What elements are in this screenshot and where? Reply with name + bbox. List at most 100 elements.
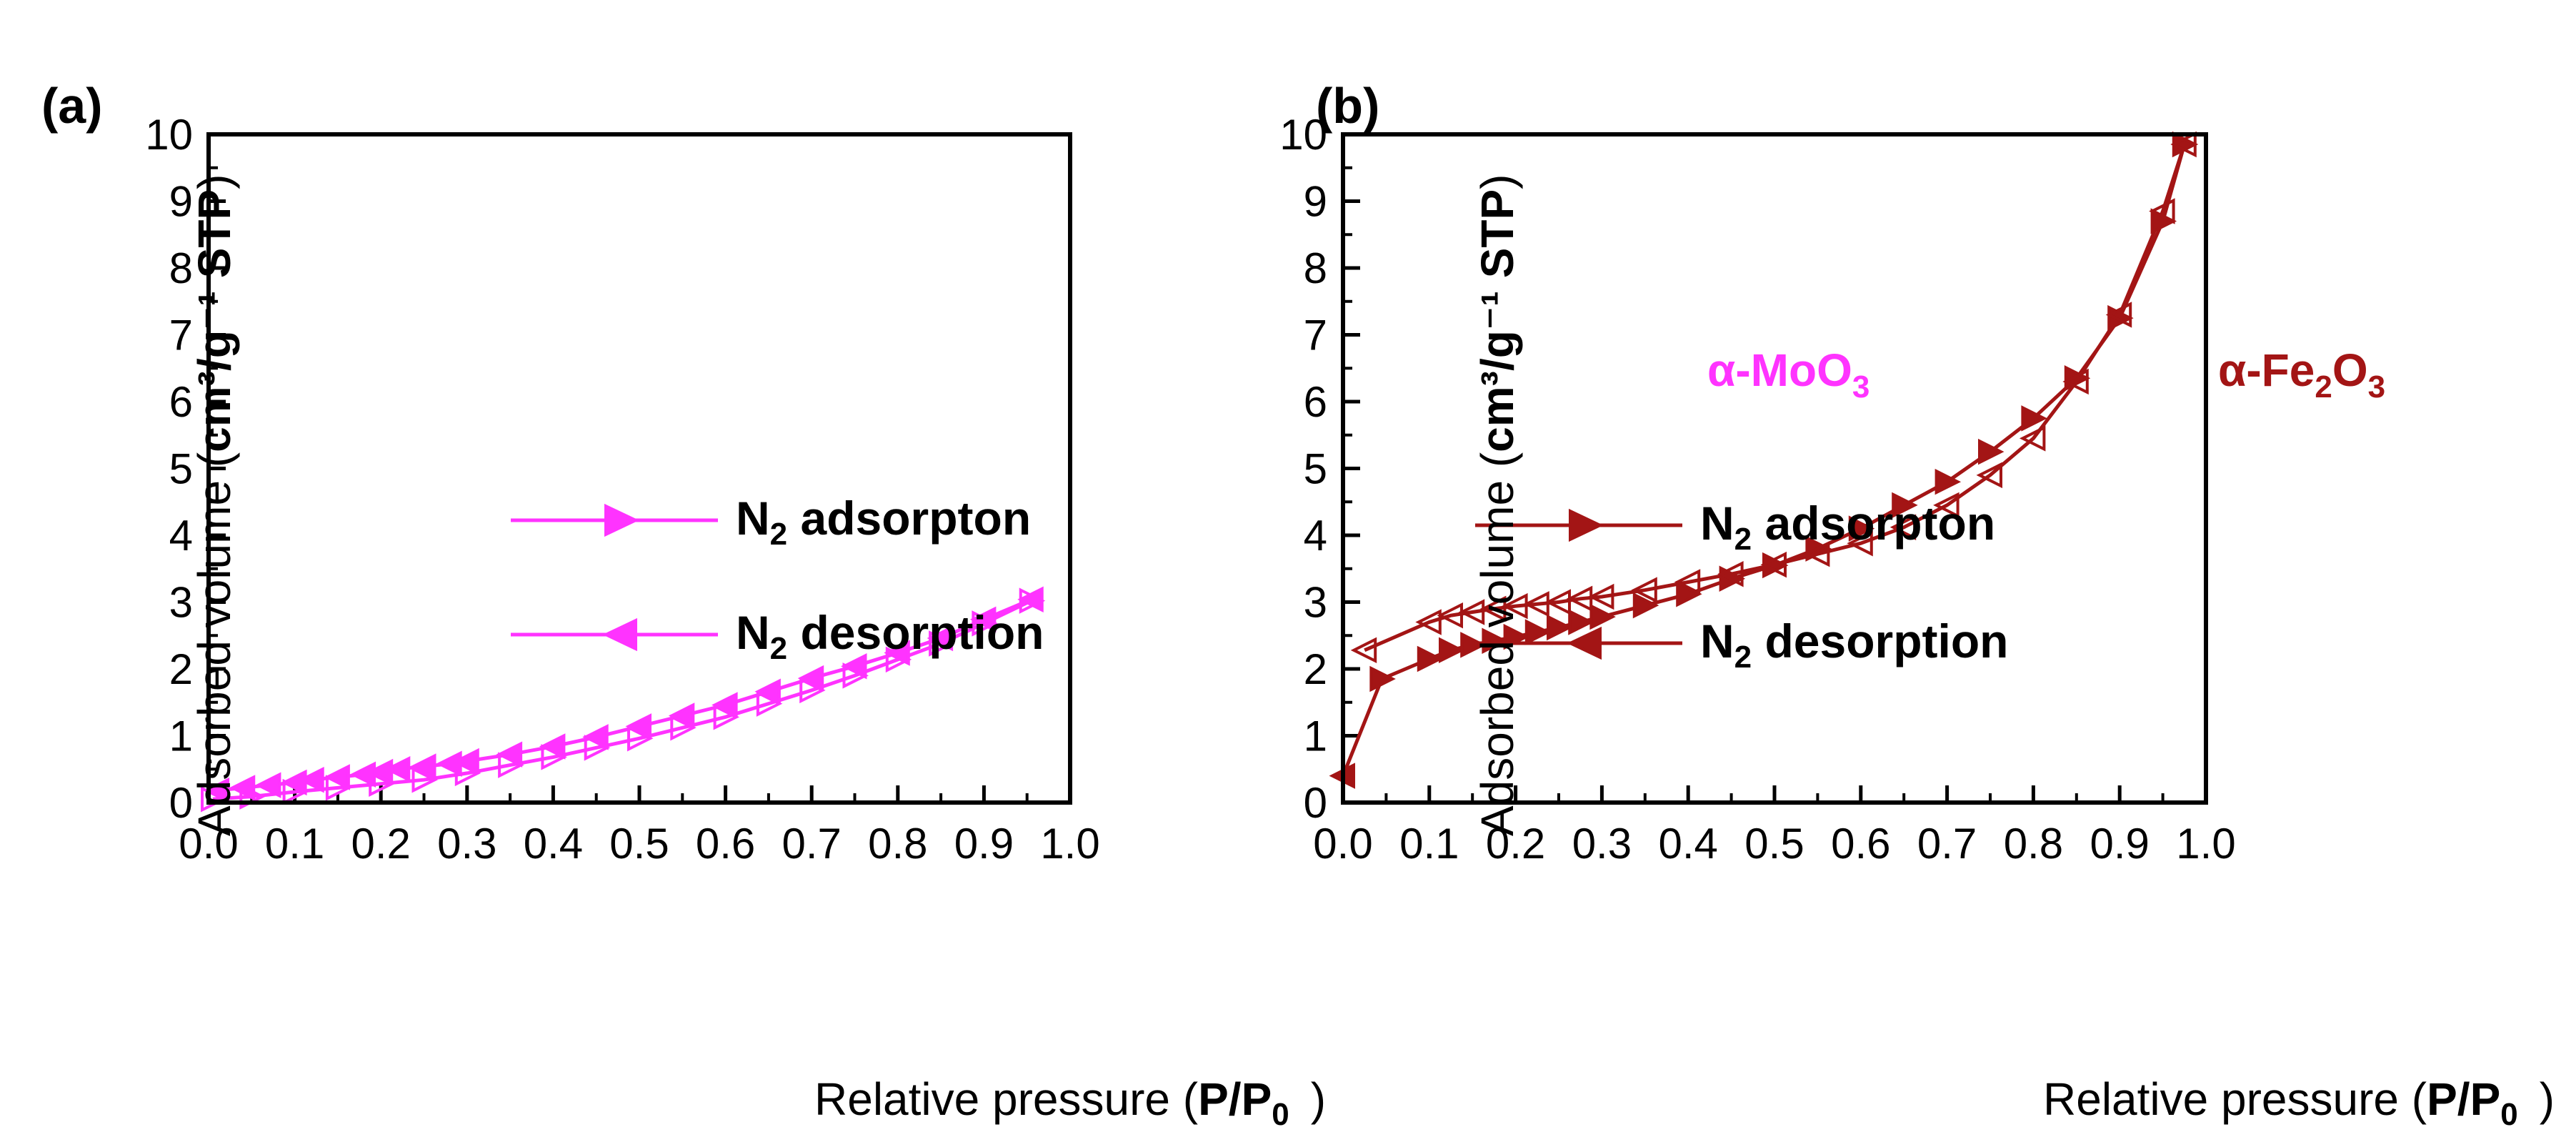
panel-b-y-tick-label: 1 <box>1304 713 1327 760</box>
panel-a-x-tick-label: 0.1 <box>265 820 324 868</box>
panel-b-desorption-point <box>1976 462 2002 489</box>
panel-b-y-tick-label: 0 <box>1304 779 1327 827</box>
panel-b-desorption-point <box>1458 599 1485 625</box>
panel-b-y-tick-label: 5 <box>1304 445 1327 493</box>
panel-a-desorption-point <box>496 741 523 768</box>
panel-a-desorption-point <box>254 772 281 798</box>
panel-b-adsorption-point <box>1439 637 1465 664</box>
panel-a-ticks: 0.0 0.1 0.2 0.3 0.4 0.5 0.6 0.7 0.8 0.9 1.0 0 1 2 3 4 5 6… <box>145 111 1099 868</box>
panel-a-x-axis-label: Relative pressure (P/P0) <box>814 1073 1326 1127</box>
panel-b-y-tick-label: 8 <box>1304 244 1327 292</box>
panel-b-desorption-point <box>1803 540 1830 567</box>
panel-a-desorption-point <box>229 775 256 801</box>
panel-b-desorption-point <box>1760 551 1787 578</box>
panel-a-legend-adsorption-marker <box>604 503 639 537</box>
panel-a-desorption-point <box>668 702 695 729</box>
panel-a-y-tick-label: 3 <box>169 579 193 627</box>
panel-b-x-tick-label: 0.7 <box>1917 820 1977 868</box>
panel-b-legend-desorption-label: N2 desorption <box>1700 615 2008 675</box>
panel-a-desorption-point <box>969 606 997 633</box>
panel-a-y-tick-label: 6 <box>169 378 193 426</box>
panel-a-x-tick-label: 0.7 <box>782 820 841 868</box>
panel-b-adsorption-point <box>1417 645 1444 672</box>
panel-b-x-tick-label: 0.6 <box>1831 820 1890 868</box>
panel-b-adsorption-point <box>1460 632 1487 658</box>
panel-b-y-tick-label: 6 <box>1304 378 1327 426</box>
panel-b-desorption-point <box>1502 592 1528 620</box>
panel-b-x-tick-label: 0.3 <box>1572 820 1632 868</box>
panel-b-sample-label: α-Fe2O3 <box>2218 344 2385 404</box>
panel-a-x-tick-label: 0.8 <box>868 820 927 868</box>
panel-b-axes-box <box>1341 132 2208 805</box>
panel-a-x-tick-label: 0.0 <box>179 820 238 868</box>
panel-b-x-tick-label: 0.5 <box>1744 820 1804 868</box>
panel-b-x-tick-label: 0.2 <box>1486 820 1545 868</box>
panel-b-label: (b) <box>1316 78 1379 134</box>
panel-a-legend-desorption-marker <box>602 617 637 652</box>
panel-a-legend-adsorption: N2 adsorpton <box>511 492 1031 552</box>
panel-b-adsorption-point <box>1547 614 1573 641</box>
panel-a-x-tick-label: 1.0 <box>1040 820 1099 868</box>
panel-a-y-tick-label: 2 <box>169 645 193 693</box>
panel-b-series-adsorption-line <box>1341 144 2187 777</box>
panel-b-adsorption-point <box>1978 438 2005 465</box>
panel-b-desorption-point <box>1415 609 1442 635</box>
panel-a-y-tick-label: 5 <box>169 445 193 493</box>
panel-a-desorption-point <box>349 761 376 788</box>
panel-a-desorption-point <box>203 777 230 804</box>
panel-b-series-lines <box>1341 144 2187 777</box>
panel-a-desorption-point <box>298 766 324 793</box>
panel-a-desorption-point <box>927 625 954 652</box>
panel-a-y-tick-label: 8 <box>169 244 193 292</box>
panel-b-y-tick-label: 3 <box>1304 579 1327 627</box>
panel-b-desorption-point <box>1847 530 1873 557</box>
panel-a-y-axis-label: Adsorbed volume (cm³/g⁻¹ STP) <box>189 174 240 837</box>
panel-b-desorption-point <box>1587 583 1614 610</box>
panel-b-adsorption-point <box>1892 492 1918 519</box>
panel-b-x-tick-label: 0.4 <box>1658 820 1717 868</box>
panel-b-y-tick-label: 9 <box>1304 178 1327 226</box>
panel-b-desorption-point <box>2170 131 2197 158</box>
panel-a-x-tick-label: 0.6 <box>696 820 755 868</box>
panel-b-adsorption-point <box>1524 619 1552 645</box>
panel-a-y-tick-label: 10 <box>145 111 193 159</box>
panel-a-y-tick-label: 7 <box>169 312 193 359</box>
panel-a-y-tick-label: 1 <box>169 713 193 760</box>
panel-b-legend-adsorption-label: N2 adsorpton <box>1700 497 1995 557</box>
panel-b-desorption-point <box>1674 569 1701 595</box>
panel-b-desorption-point <box>1544 589 1571 615</box>
panel-b-x-tick-label: 0.9 <box>2090 820 2149 868</box>
panel-a-x-tick-label: 0.3 <box>437 820 496 868</box>
panel-b-desorption-point <box>1566 585 1593 612</box>
panel-a-legend: N2 adsorpton N2 desorption <box>511 492 1044 666</box>
panel-b-desorption-point <box>1889 514 1917 541</box>
panel-b-x-tick-label: 0.8 <box>2004 820 2063 868</box>
panel-a-legend-desorption-label: N2 desorption <box>736 606 1044 666</box>
panel-a-desorption-point <box>625 713 652 740</box>
panel-a-desorption-point <box>712 692 738 718</box>
panel-a-y-tick-label: 0 <box>169 779 193 827</box>
panel-b-adsorption-point <box>1369 665 1396 692</box>
panel-b-y-tick-label: 2 <box>1304 645 1327 693</box>
panel-a-desorption-point <box>453 748 479 775</box>
panel-b-adsorption-point <box>1848 515 1875 542</box>
panel-a-legend-adsorption-label: N2 adsorpton <box>736 492 1031 552</box>
panel-a-label: (a) <box>41 78 103 134</box>
panel-b-series-markers <box>1329 131 2199 789</box>
panel-a-desorption-point <box>754 678 781 705</box>
panel-b-ticks: 0.0 0.1 0.2 0.3 0.4 0.5 0.6 0.7 0.8 0.9 1.0 0 1 2 3 4 5 6… <box>1279 111 2235 868</box>
panel-b-x-axis-label: Relative pressure (P/P0) <box>2043 1073 2555 1127</box>
panel-b-desorption-point <box>2062 368 2089 395</box>
panel-a-y-tick-label: 9 <box>169 178 193 226</box>
panel-a-desorption-point <box>281 769 307 796</box>
panel-b-x-tick-label: 1.0 <box>2176 820 2235 868</box>
panel-b-y-axis-label: Adsorbed volume (cm³/g⁻¹ STP) <box>1472 174 1523 837</box>
panel-a-desorption-point <box>841 653 867 680</box>
panel-b-adsorption-point <box>2172 131 2199 158</box>
panel-b-legend-desorption-marker <box>1567 626 1602 660</box>
panel-b-desorption-point <box>1717 560 1744 587</box>
panel-a-x-tick-label: 0.4 <box>524 820 583 868</box>
panel-b-desorption-point <box>2105 302 2132 328</box>
panel-b-desorption-point <box>2149 198 2175 224</box>
